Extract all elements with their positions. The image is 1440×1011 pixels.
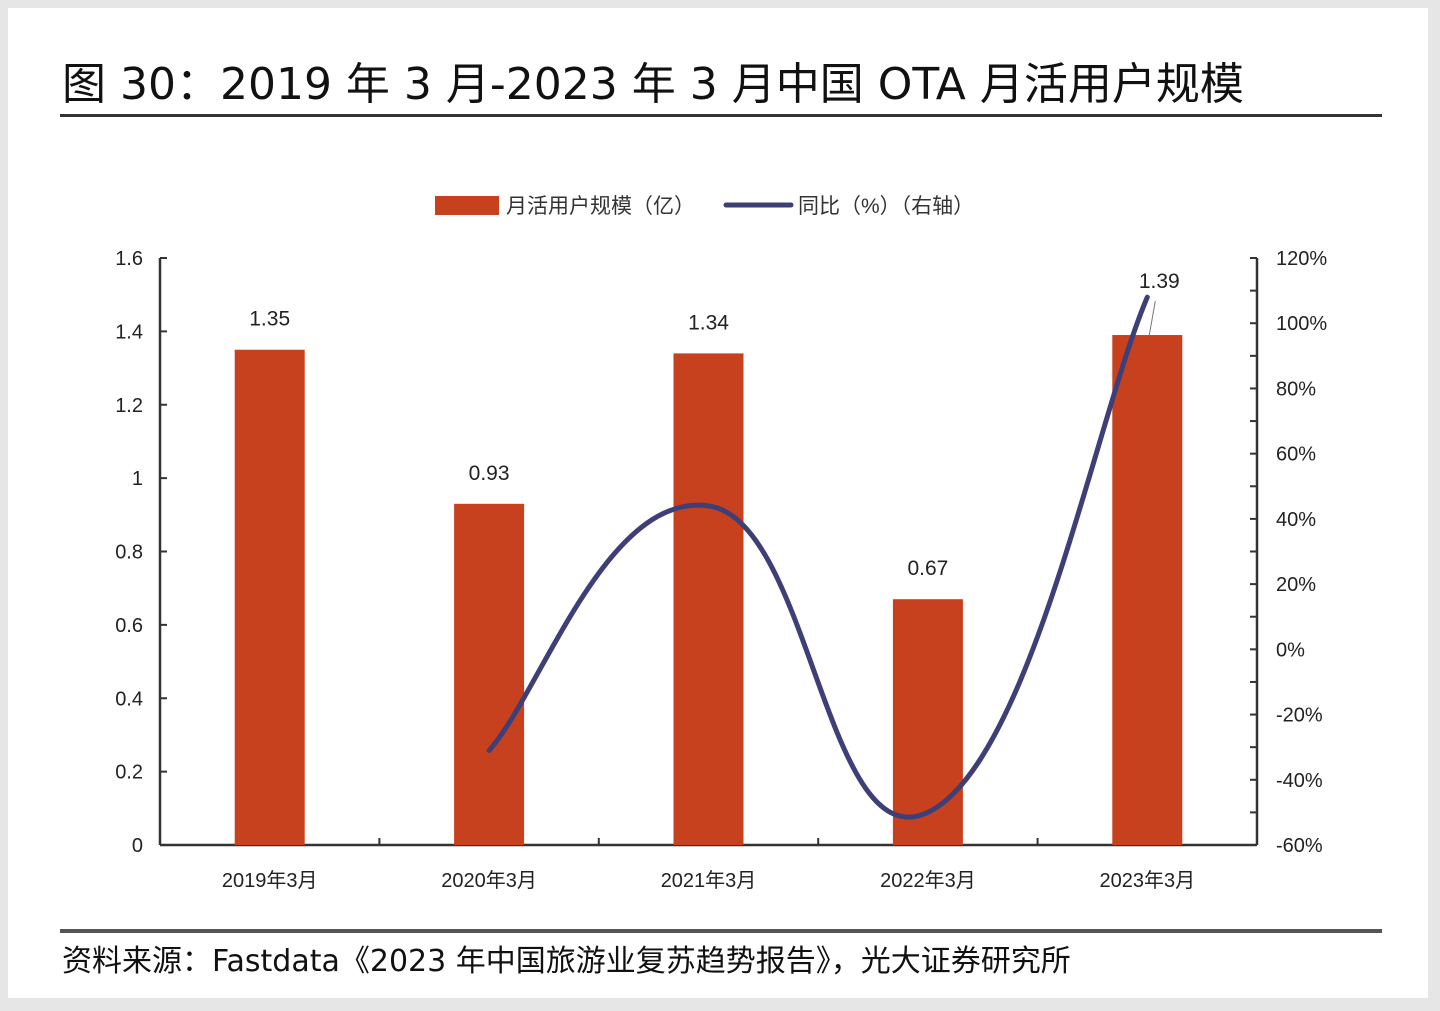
legend: 月活用户规模（亿） 同比（%）（右轴）	[435, 195, 974, 218]
yoy-line	[486, 294, 1150, 820]
x-axis-tick-label: 2021年3月	[661, 869, 757, 892]
right-axis-tick-label: -40%	[1276, 770, 1323, 792]
x-axis-tick-label: 2022年3月	[880, 869, 976, 892]
report-figure: 图 30：2019 年 3 月-2023 年 3 月中国 OTA 月活用户规模 …	[8, 8, 1428, 998]
x-axis-tick-label: 2023年3月	[1099, 869, 1195, 892]
left-axis-tick-label: 1	[132, 468, 143, 490]
source-note: 资料来源：Fastdata《2023 年中国旅游业复苏趋势报告》，光大证券研究所	[62, 944, 1071, 979]
right-axis-tick-label: 80%	[1276, 378, 1316, 400]
bar-data-label: 1.34	[688, 311, 729, 334]
left-axis-tick-label: 1.4	[115, 321, 143, 343]
title-divider	[60, 114, 1382, 117]
bar-data-label: 0.93	[469, 462, 510, 485]
left-axis-tick-label: 0.4	[115, 688, 143, 710]
left-axis-tick-label: 1.2	[115, 395, 143, 417]
right-axis-tick-label: 120%	[1276, 248, 1327, 270]
left-axis-tick-label: 0.8	[115, 542, 143, 564]
bar	[673, 353, 744, 845]
data-label-leader	[1148, 300, 1156, 336]
right-axis-tick-label: 100%	[1276, 313, 1327, 335]
figure-title: 图 30：2019 年 3 月-2023 年 3 月中国 OTA 月活用户规模	[62, 59, 1244, 110]
bar	[1112, 335, 1183, 845]
right-axis-tick-label: 0%	[1276, 639, 1305, 661]
legend-swatch-bar	[435, 196, 499, 215]
data-labels: 1.35 0.93 1.34 0.67 1.39	[249, 270, 1179, 580]
right-axis-tick-label: 40%	[1276, 509, 1316, 531]
source-divider	[60, 929, 1382, 933]
right-axis-tick-label: -60%	[1276, 835, 1323, 857]
bar	[892, 599, 963, 845]
legend-label-bar: 月活用户规模（亿）	[506, 195, 695, 218]
right-axis-tick-label: 60%	[1276, 444, 1316, 466]
left-axis-tick-label: 0.6	[115, 615, 143, 637]
right-axis-tick-label: -20%	[1276, 705, 1323, 727]
left-axis-tick-label: 0.2	[115, 762, 143, 784]
bar	[234, 349, 305, 845]
left-axis-tick-label: 0	[132, 835, 143, 857]
bar	[454, 503, 525, 845]
left-axis-tick-label: 1.6	[115, 248, 143, 270]
legend-label-line: 同比（%）（右轴）	[798, 195, 974, 218]
bar-series	[234, 335, 1183, 845]
bar-data-label: 1.39	[1139, 270, 1180, 293]
x-axis-tick-label: 2020年3月	[441, 869, 537, 892]
x-axis-tick-label: 2019年3月	[222, 869, 318, 892]
bar-data-label: 1.35	[249, 308, 290, 331]
bar-data-label: 0.67	[907, 557, 948, 580]
line-series	[486, 294, 1150, 820]
axes: 0 0.2 0.4 0.6 0.8 1 1.2 1.4 1.6 -60% -40% -20% 0% 20%…	[115, 248, 1327, 892]
right-axis-tick-label: 20%	[1276, 574, 1316, 596]
combo-chart: 月活用户规模（亿） 同比（%）（右轴） 0 0.2 0.4 0.6 0.8 1 1.2 1.4…	[115, 195, 1327, 892]
